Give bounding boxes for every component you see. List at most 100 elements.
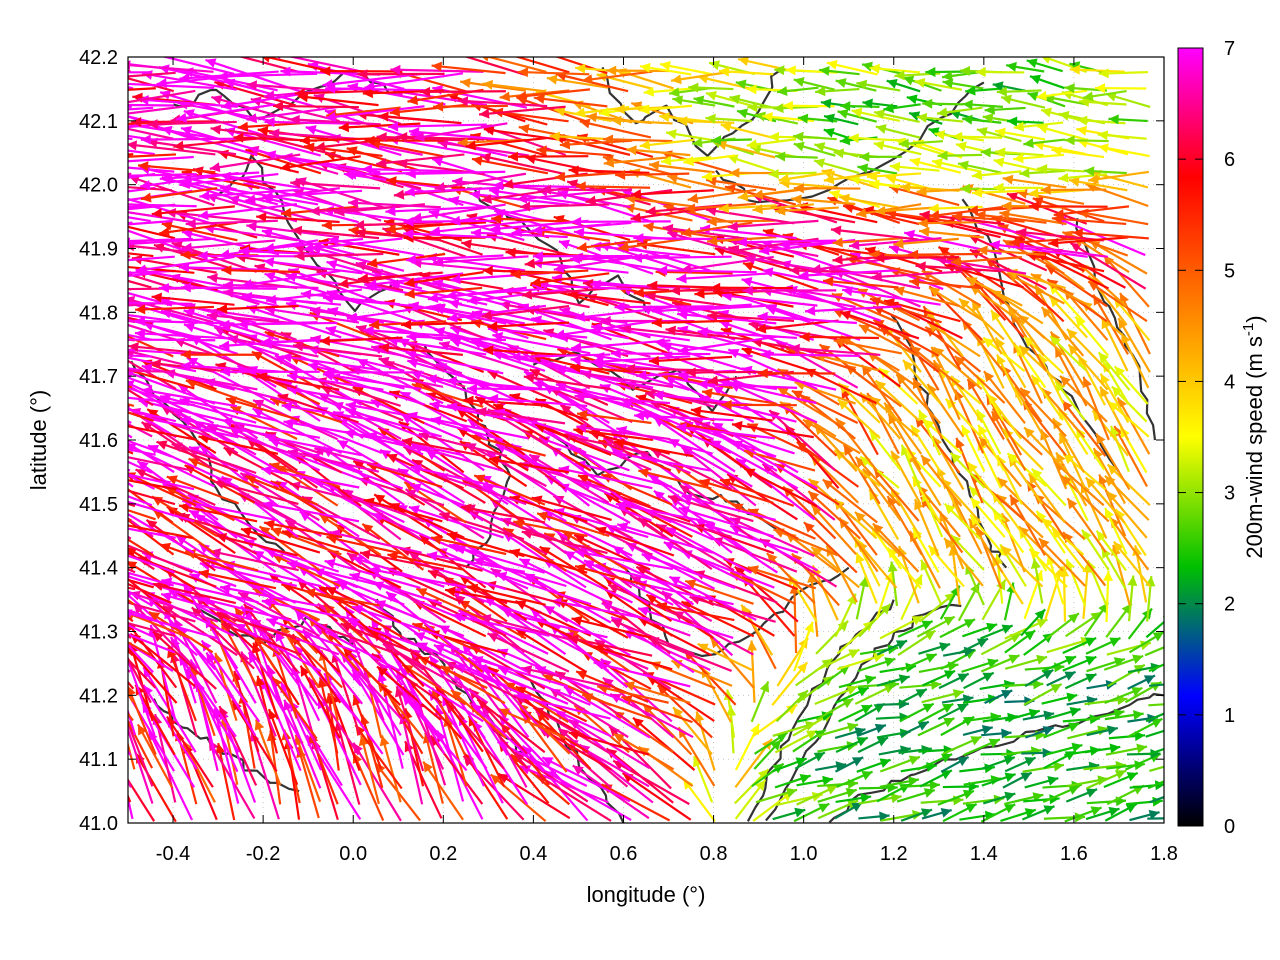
wind-arrow — [1059, 566, 1070, 622]
wind-arrow — [567, 634, 653, 657]
wind-arrow — [922, 418, 963, 455]
wind-arrow — [498, 707, 566, 740]
wind-arrow — [439, 511, 525, 541]
wind-arrow — [220, 366, 320, 377]
wind-arrow — [1103, 771, 1139, 788]
wind-arrow — [128, 388, 154, 407]
wind-arrow — [128, 479, 177, 491]
wind-arrow — [757, 368, 836, 379]
wind-arrow — [1041, 655, 1077, 673]
wind-arrow — [1085, 806, 1120, 821]
wind-arrow — [128, 512, 195, 554]
wind-arrow — [856, 758, 891, 773]
colorbar-tick-label: 2 — [1224, 594, 1235, 616]
wind-arrow — [899, 702, 935, 723]
wind-arrow — [128, 338, 216, 342]
wind-arrow — [1004, 629, 1036, 654]
wind-arrow — [1018, 344, 1064, 388]
wind-arrow — [186, 356, 276, 406]
wind-arrow — [793, 621, 814, 672]
wind-arrow — [921, 807, 952, 820]
wind-arrow — [1148, 703, 1164, 707]
wind-arrow — [128, 354, 153, 358]
wind-arrow — [128, 643, 154, 673]
wind-arrow — [286, 371, 384, 391]
wind-arrow — [656, 601, 735, 622]
wind-arrow — [1049, 335, 1087, 371]
wind-arrow — [963, 671, 995, 690]
wind-arrow — [879, 755, 921, 773]
wind-arrow — [128, 221, 133, 225]
wind-arrow — [1086, 725, 1119, 737]
wind-arrow — [1043, 722, 1080, 739]
wind-arrow — [916, 615, 956, 638]
wind-arrow — [213, 611, 297, 640]
wind-arrow — [254, 719, 282, 786]
wind-arrow — [251, 642, 279, 720]
wind-arrow — [1095, 432, 1131, 491]
wind-arrow — [920, 454, 963, 507]
wind-arrow — [858, 323, 920, 358]
wind-arrow — [219, 583, 319, 607]
wind-arrow — [607, 583, 691, 622]
wind-arrow — [752, 703, 798, 737]
wind-arrow — [406, 331, 507, 342]
wind-arrow — [815, 761, 847, 772]
wind-arrow — [942, 803, 978, 823]
colorbar-tick-label: 6 — [1224, 149, 1235, 171]
wind-arrow — [510, 351, 611, 362]
wind-arrow — [731, 420, 814, 439]
wind-arrow — [128, 601, 196, 623]
wind-arrow — [834, 686, 870, 705]
wind-arrow — [523, 373, 611, 391]
wind-arrow — [1129, 809, 1160, 822]
wind-arrow — [128, 237, 131, 240]
wind-arrow — [466, 383, 567, 394]
wind-arrow — [899, 679, 942, 690]
wind-arrow — [415, 587, 485, 621]
wind-arrow — [1062, 655, 1097, 672]
wind-arrow — [916, 753, 953, 771]
wind-arrow — [128, 425, 197, 441]
wind-arrow — [128, 367, 151, 373]
wind-arrow — [488, 455, 570, 474]
wind-arrow — [260, 678, 302, 772]
wind-arrow — [774, 729, 818, 754]
wind-arrow — [604, 588, 673, 637]
wind-arrow — [815, 697, 854, 721]
wind-arrow — [796, 784, 838, 806]
wind-arrow — [857, 736, 889, 754]
wind-arrow — [1126, 748, 1161, 759]
wind-arrow — [128, 369, 176, 373]
wind-arrow — [771, 661, 809, 706]
wind-arrow — [1148, 747, 1164, 756]
wind-arrow — [128, 778, 132, 788]
wind-arrow — [379, 735, 402, 803]
wind-arrow — [984, 689, 1013, 704]
wind-arrow — [653, 489, 733, 554]
wind-arrow — [620, 323, 712, 339]
wind-arrow — [141, 386, 238, 408]
wind-arrow — [839, 310, 920, 340]
wind-arrow — [281, 401, 381, 423]
wind-arrow — [900, 653, 938, 672]
wind-arrow — [128, 411, 154, 422]
wind-arrow — [180, 349, 259, 360]
colorbar-tick-label: 3 — [1224, 483, 1235, 505]
wind-arrow — [834, 801, 863, 820]
wind-arrow — [128, 708, 137, 736]
wind-arrow — [444, 586, 526, 606]
wind-arrow — [902, 359, 942, 405]
wind-arrow — [919, 769, 953, 788]
wind-arrow — [747, 640, 758, 703]
wind-arrow — [1002, 679, 1044, 690]
wind-arrow — [1027, 472, 1066, 524]
wind-arrow — [359, 549, 445, 571]
wind-arrow — [570, 362, 650, 375]
wind-arrow — [463, 395, 547, 407]
wind-arrow — [697, 642, 753, 671]
wind-arrow — [1038, 537, 1086, 587]
y-tick-label: 41.2 — [79, 685, 118, 707]
wind-arrow — [128, 538, 154, 557]
wind-arrow — [1065, 788, 1098, 803]
